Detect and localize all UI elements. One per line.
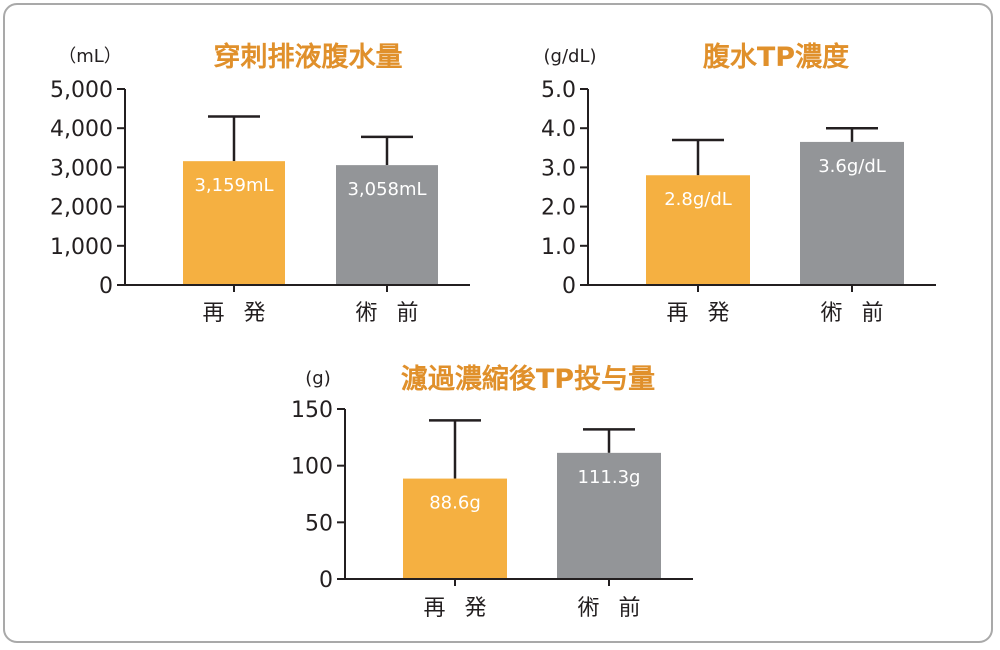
bar bbox=[336, 165, 438, 285]
chart-title: 穿刺排液腹水量 bbox=[214, 41, 403, 73]
y-tick-label: 2,000 bbox=[50, 196, 113, 221]
y-tick-label: 2.0 bbox=[541, 196, 576, 221]
data-label: 88.6g bbox=[429, 493, 481, 514]
y-tick-label: 50 bbox=[305, 511, 333, 536]
y-tick-label: 3.0 bbox=[541, 156, 576, 181]
y-tick-label: 5,000 bbox=[50, 78, 113, 103]
y-tick-label: 4.0 bbox=[541, 117, 576, 142]
y-tick-label: 100 bbox=[291, 455, 333, 480]
data-label: 3,058mL bbox=[347, 179, 426, 200]
y-tick-label: 4,000 bbox=[50, 117, 113, 142]
category-label: 術 前 bbox=[578, 596, 647, 621]
category-label: 術 前 bbox=[356, 301, 425, 326]
y-tick-label: 0 bbox=[562, 274, 576, 299]
data-label: 111.3g bbox=[578, 467, 641, 488]
y-tick-label: 1.0 bbox=[541, 235, 576, 260]
y-tick-label: 3,000 bbox=[50, 156, 113, 181]
category-label: 再 発 bbox=[424, 596, 493, 621]
chart-title: 濾過濃縮後TP投与量 bbox=[401, 363, 655, 395]
data-label: 2.8g/dL bbox=[664, 189, 732, 210]
bar bbox=[800, 141, 904, 285]
category-label: 再 発 bbox=[203, 301, 272, 326]
y-unit-label: （mL） bbox=[58, 46, 122, 67]
y-unit-label: (g/dL) bbox=[544, 46, 597, 67]
category-label: 術 前 bbox=[821, 301, 890, 326]
y-unit-label: (g) bbox=[305, 368, 330, 389]
data-label: 3.6g/dL bbox=[818, 156, 886, 177]
bar bbox=[646, 175, 750, 285]
chart-3: 濾過濃縮後TP投与量 (g) 88.6g 再 発 111.3g 術 前 0 50 100 150 bbox=[291, 363, 693, 621]
bar bbox=[183, 161, 285, 285]
chart-1: 穿刺排液腹水量 （mL） 3,159mL 再 発 3,058mL 術 前 0 1,000 2,0… bbox=[50, 41, 470, 326]
y-tick-label: 150 bbox=[291, 398, 333, 423]
bar bbox=[403, 478, 507, 579]
chart-2: 腹水TP濃度 (g/dL) 2.8g/dL 再 発 3.6g/dL 術 前 0 1.0 2.0 3… bbox=[541, 41, 936, 326]
y-tick-label: 1,000 bbox=[50, 235, 113, 260]
y-tick-label: 0 bbox=[99, 274, 113, 299]
bar bbox=[557, 452, 661, 579]
category-label: 再 発 bbox=[667, 301, 736, 326]
y-tick-label: 0 bbox=[319, 568, 333, 593]
y-tick-label: 5.0 bbox=[541, 78, 576, 103]
data-label: 3,159mL bbox=[194, 175, 273, 196]
chart-title: 腹水TP濃度 bbox=[702, 41, 849, 73]
